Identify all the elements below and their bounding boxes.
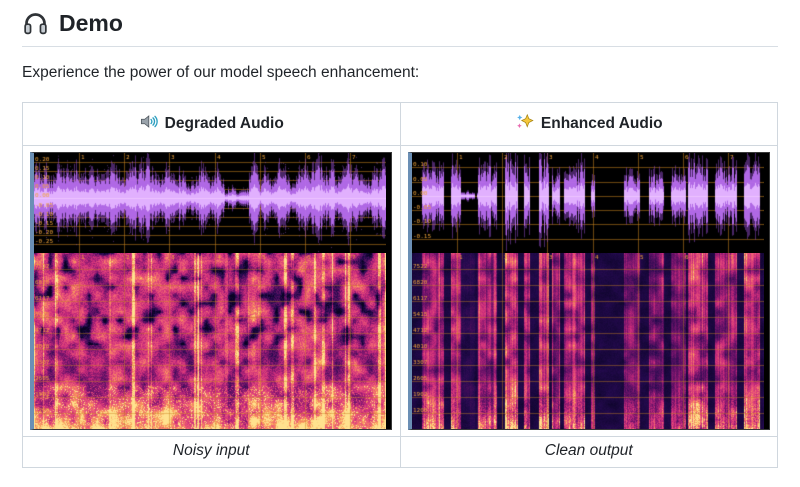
section-heading: Demo (22, 6, 778, 47)
speaker-icon (139, 112, 158, 136)
header-row: Degraded Audio Enhanced Audio (22, 102, 778, 146)
degraded-audio-visualization (30, 152, 393, 430)
enhanced-waveform-canvas (411, 153, 764, 253)
readme-demo-section: Demo Experience the power of our model s… (22, 6, 778, 468)
enhanced-audio-visualization (407, 152, 770, 430)
caption-row: Noisy input Clean output (22, 436, 778, 468)
column-label-enhanced: Enhanced Audio (540, 115, 663, 132)
enhanced-caption: Clean output (399, 436, 778, 468)
degraded-audio-cell (22, 145, 401, 437)
column-label-degraded: Degraded Audio (164, 115, 284, 132)
section-title: Demo (59, 10, 123, 36)
degraded-caption: Noisy input (22, 436, 401, 468)
enhanced-spectrogram-canvas (411, 253, 764, 429)
headphones-icon (22, 10, 49, 37)
comparison-table: Degraded Audio Enhanced Audio (22, 102, 778, 468)
degraded-spectrogram-canvas (34, 253, 387, 429)
image-row (22, 145, 778, 437)
column-header-degraded: Degraded Audio (22, 102, 401, 146)
column-header-enhanced: Enhanced Audio (399, 102, 778, 146)
degraded-waveform-canvas (34, 153, 387, 253)
enhanced-audio-cell (399, 145, 778, 437)
sparkles-icon (515, 112, 534, 136)
intro-text: Experience the power of our model speech… (22, 64, 420, 81)
